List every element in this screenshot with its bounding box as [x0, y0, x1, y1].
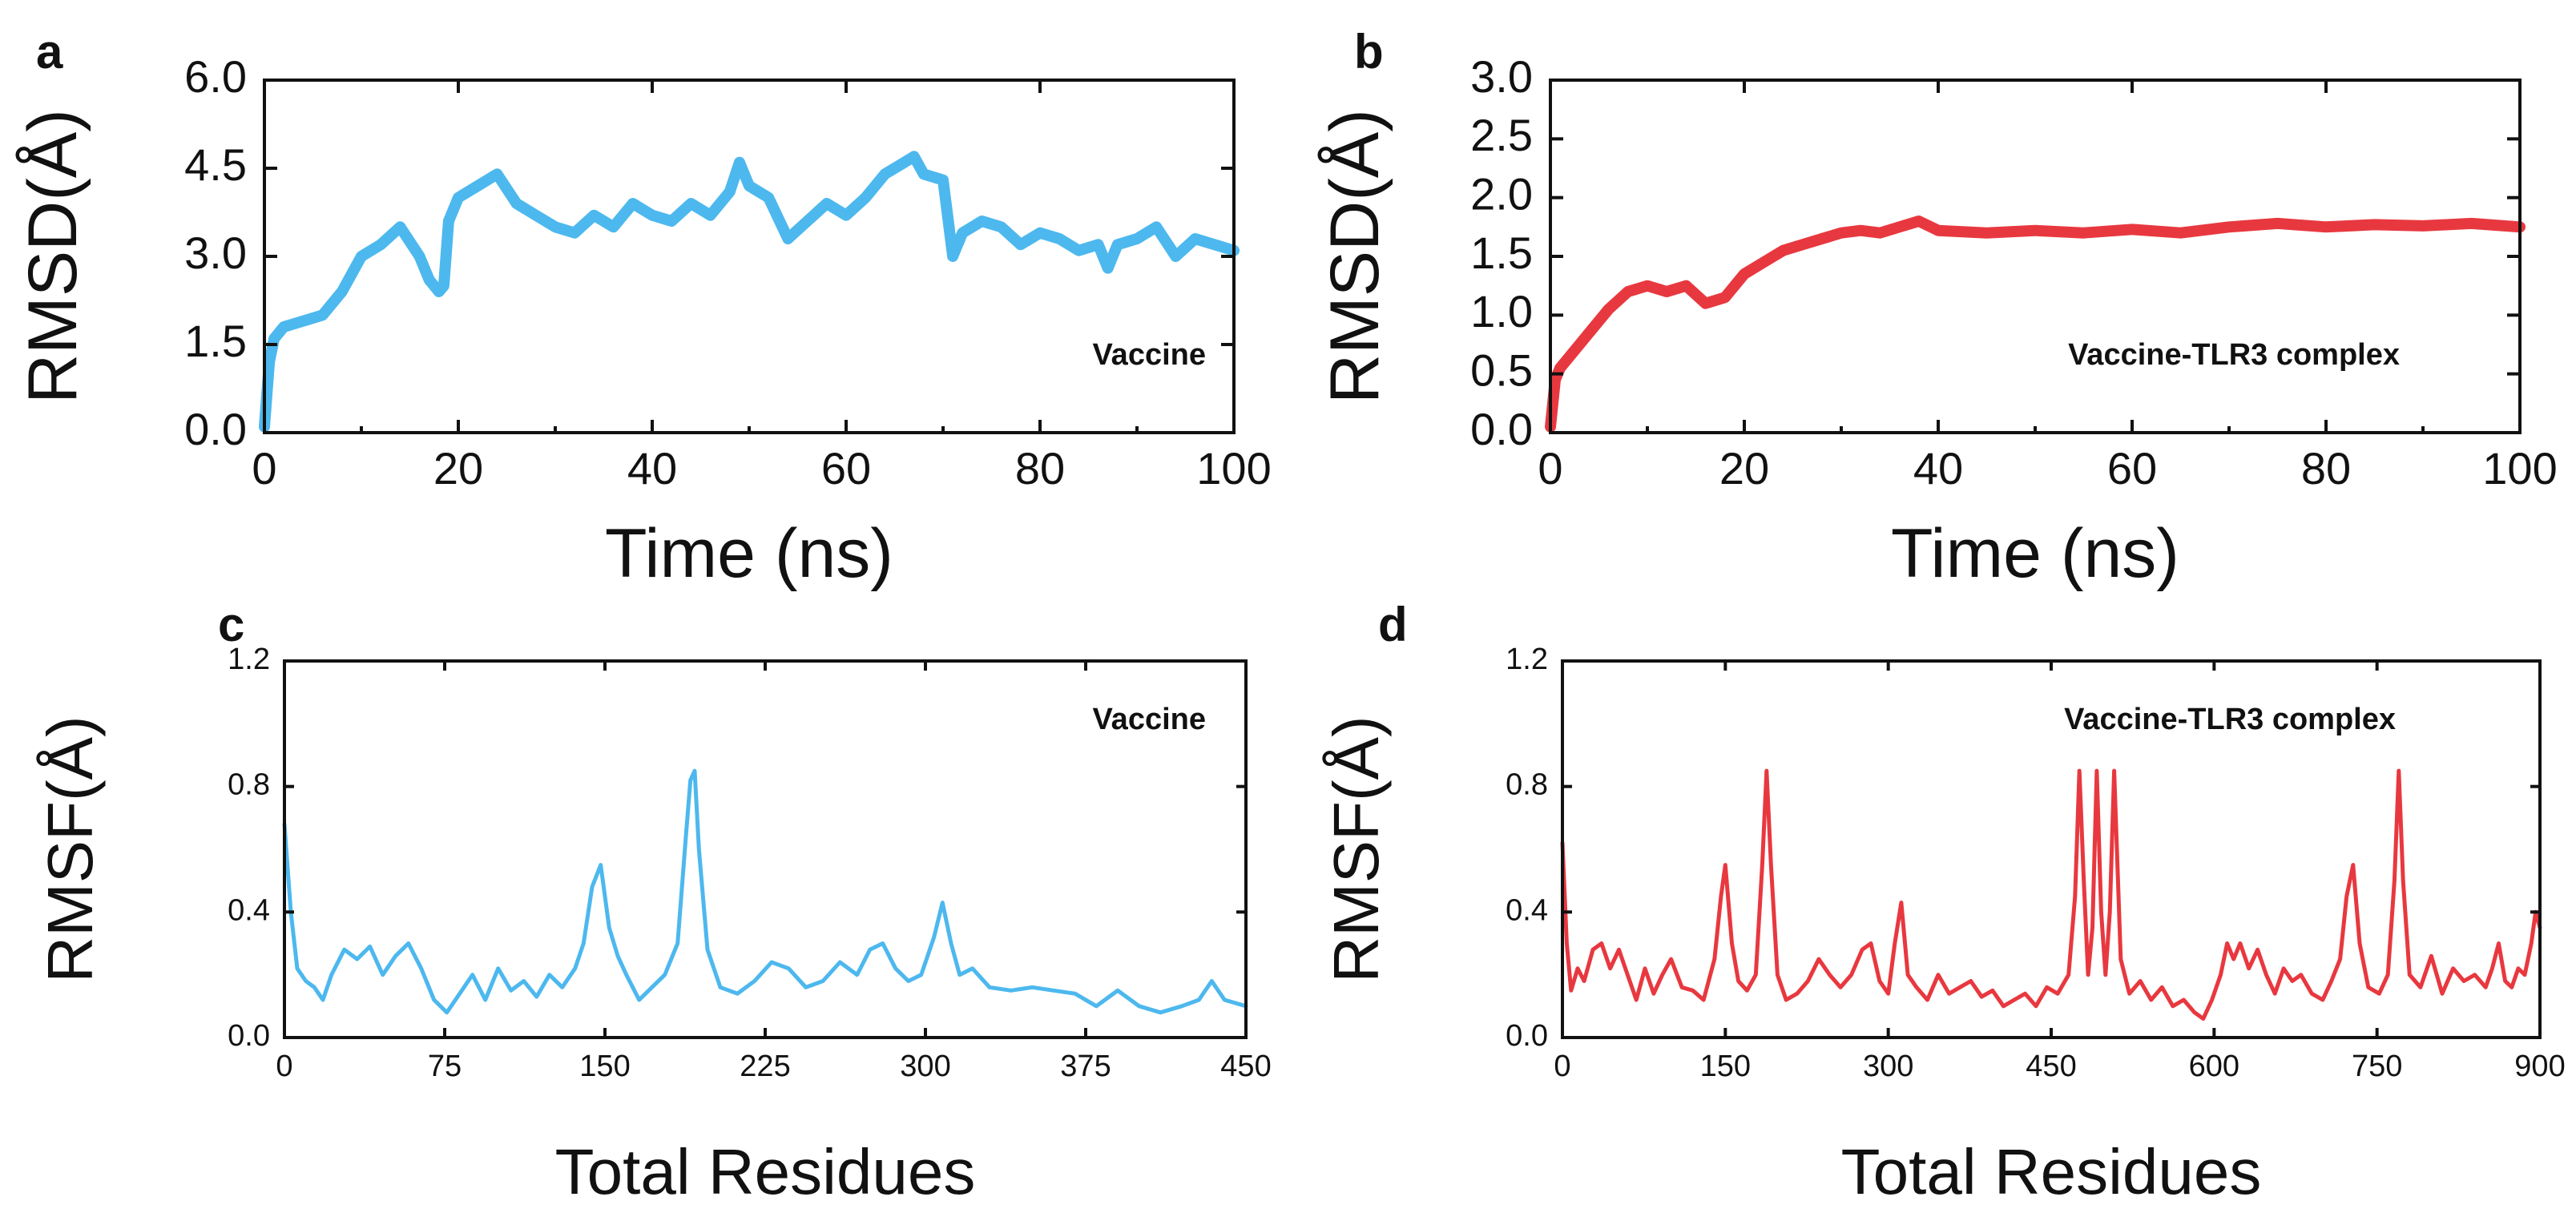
x-tick-label-a: 0: [252, 443, 276, 494]
x-tick-label-b: 20: [1719, 443, 1769, 494]
y-tick-label-c: 1.2: [228, 643, 270, 676]
x-tick-label-d: 750: [2352, 1050, 2402, 1083]
x-tick-label-c: 75: [428, 1050, 462, 1083]
x-axis-label-b: Time (ns): [1891, 515, 2179, 592]
x-tick-label-b: 60: [2107, 443, 2157, 494]
y-tick-label-d: 0.8: [1506, 768, 1548, 802]
y-axis-label-b: RMSD(Å): [1316, 109, 1393, 404]
x-tick-label-c: 375: [1060, 1050, 1111, 1083]
y-axis-label-a: RMSD(Å): [14, 109, 91, 404]
panel-label-b: b: [1354, 25, 1384, 79]
y-tick-label-c: 0.4: [228, 893, 270, 927]
chart-panel-b: b 0 20 40 60 80 100 0.0 0.5 1.0 1.5 2.0 2.5 3.0 Time (…: [1316, 25, 2558, 592]
x-tick-label-d: 150: [1700, 1050, 1751, 1083]
x-tick-label-c: 300: [900, 1050, 950, 1083]
chart-panel-a: a 0 20 40 60 80 100 0.0 1.5 3.0 4.5 6.0 Time (ns) RMS…: [14, 25, 1272, 592]
series-line-a: [259, 151, 1240, 433]
x-tick-label-a: 80: [1015, 443, 1065, 494]
y-tick-label-d: 0.0: [1506, 1019, 1548, 1053]
x-tick-label-d: 300: [1863, 1050, 1913, 1083]
y-tick-label-b: 3.0: [1470, 51, 1533, 102]
series-line-d: [1560, 768, 2542, 1021]
y-tick-label-b: 2.0: [1470, 168, 1533, 219]
x-tick-label-d: 0: [1554, 1050, 1570, 1083]
x-tick-label-b: 100: [2482, 443, 2557, 494]
x-axis-label-a: Time (ns): [605, 515, 893, 592]
x-tick-label-c: 0: [276, 1050, 292, 1083]
plot-frame-a: [263, 79, 1236, 434]
x-axis-label-c: Total Residues: [555, 1136, 976, 1207]
x-tick-label-a: 60: [821, 443, 871, 494]
y-tick-label-b: 1.0: [1470, 286, 1533, 336]
x-tick-label-b: 40: [1913, 443, 1963, 494]
x-axis-label-d: Total Residues: [1841, 1136, 2262, 1207]
y-tick-label-a: 0.0: [184, 404, 247, 454]
x-tick-label-d: 450: [2026, 1050, 2076, 1083]
x-tick-label-d: 900: [2514, 1050, 2565, 1083]
y-tick-label-b: 0.0: [1470, 404, 1533, 454]
series-line-c: [282, 768, 1248, 1015]
y-tick-label-b: 0.5: [1470, 345, 1533, 395]
y-axis-label-d: RMSF(Å): [1320, 715, 1392, 982]
y-tick-label-a: 4.5: [184, 139, 247, 190]
chart-panel-d: d 0 150 300 450 600 750 900 0.0 0.4 0.8 1.2 Total Re…: [1320, 598, 2566, 1207]
y-tick-label-a: 6.0: [184, 51, 247, 102]
y-axis-label-c: RMSF(Å): [34, 715, 106, 982]
panel-label-a: a: [36, 25, 63, 79]
y-tick-label-d: 0.4: [1506, 893, 1548, 927]
x-tick-label-c: 150: [579, 1050, 630, 1083]
y-tick-label-b: 1.5: [1470, 228, 1533, 278]
series-annotation-a: Vaccine: [1092, 338, 1206, 372]
x-tick-label-a: 40: [627, 443, 677, 494]
series-annotation-c: Vaccine: [1092, 703, 1206, 736]
x-tick-label-b: 0: [1538, 443, 1562, 494]
panel-label-c: c: [218, 598, 244, 651]
y-tick-label-b: 2.5: [1470, 110, 1533, 160]
y-tick-label-c: 0.0: [228, 1019, 270, 1053]
plot-frame-b: [1549, 79, 2522, 434]
series-line-b: [1545, 216, 2526, 433]
series-annotation-b: Vaccine-TLR3 complex: [2068, 338, 2400, 372]
y-tick-label-a: 3.0: [184, 228, 247, 278]
x-tick-label-c: 450: [1220, 1050, 1271, 1083]
y-tick-label-a: 1.5: [184, 316, 247, 366]
y-tick-label-c: 0.8: [228, 768, 270, 802]
x-tick-label-b: 80: [2301, 443, 2351, 494]
chart-panel-c: c 0 75 150 225 300 375 450 0.0 0.4 0.8 1.2 Total Res…: [34, 598, 1272, 1207]
series-annotation-d: Vaccine-TLR3 complex: [2064, 703, 2396, 736]
x-tick-label-a: 20: [433, 443, 483, 494]
x-tick-label-a: 100: [1196, 443, 1271, 494]
y-tick-label-d: 1.2: [1506, 643, 1548, 676]
panel-label-d: d: [1378, 598, 1408, 651]
x-tick-label-c: 225: [740, 1050, 790, 1083]
x-tick-label-d: 600: [2189, 1050, 2239, 1083]
